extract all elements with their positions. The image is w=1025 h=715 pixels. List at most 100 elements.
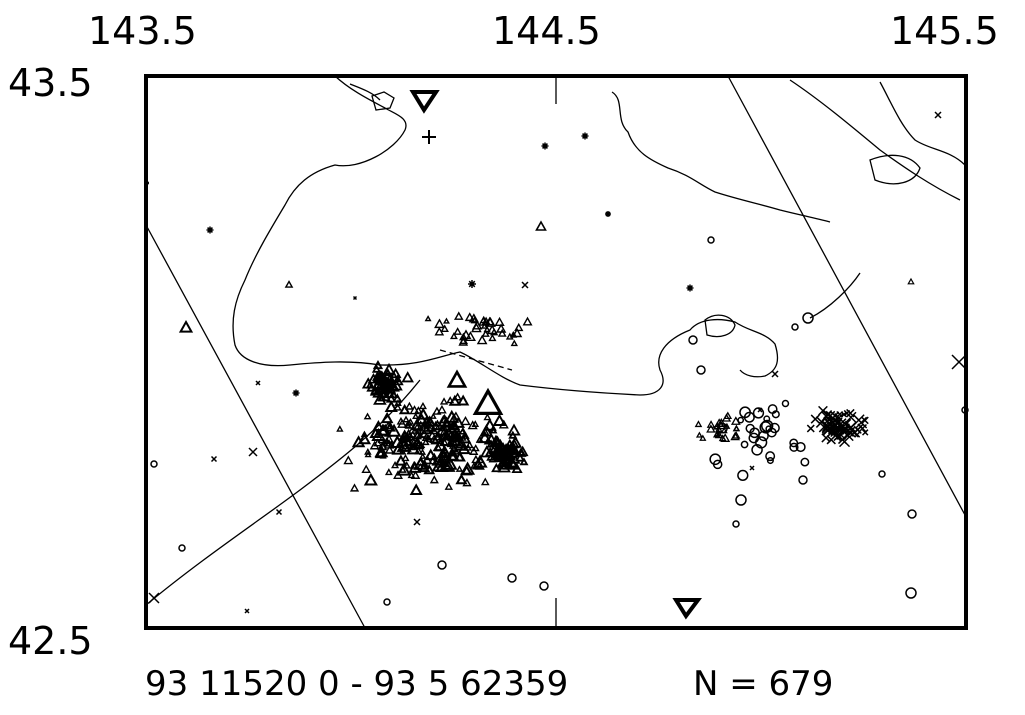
circle-symbol [905, 587, 917, 599]
triangle-symbol [361, 464, 371, 473]
triangle-symbol [440, 324, 449, 333]
triangle-symbol [443, 317, 450, 324]
triangle-symbol [706, 424, 716, 433]
cross-symbol [861, 416, 869, 425]
triangle-symbol [396, 462, 412, 476]
circle-symbol [798, 475, 808, 485]
triangle-symbol [483, 413, 492, 421]
triangle-symbol [474, 460, 485, 470]
triangle-symbol [393, 402, 402, 411]
triangle-symbol [382, 376, 395, 387]
triangle-symbol [492, 413, 507, 426]
cross-symbol [148, 592, 160, 604]
triangle-symbol [372, 379, 384, 390]
triangle-symbol [454, 311, 464, 320]
triangle-symbol [336, 425, 344, 432]
cross-symbol [275, 508, 283, 516]
triangle-symbol [491, 462, 502, 473]
cross-symbol [352, 295, 358, 301]
triangle-symbol [387, 371, 401, 383]
triangle-symbol [479, 445, 494, 458]
triangle-symbol [357, 432, 372, 445]
cross-symbol [829, 422, 838, 432]
triangle-symbol [706, 420, 716, 428]
triangle-symbol [424, 315, 432, 322]
circle-symbol [383, 598, 391, 606]
cross-symbol [842, 429, 854, 442]
triangle-symbol [519, 457, 529, 466]
triangle-symbol [384, 468, 393, 476]
triangle-symbol [384, 445, 395, 454]
triangle-symbol [458, 337, 469, 346]
triangle-symbol [444, 447, 460, 461]
cross-symbol [951, 354, 967, 370]
triangle-symbol [508, 430, 518, 439]
triangle-symbol [470, 322, 482, 333]
triangle-symbol [907, 277, 915, 285]
circle-symbol [802, 312, 814, 324]
triangle-symbol [413, 430, 423, 438]
cross-symbol [210, 455, 218, 463]
triangle-symbol [391, 442, 405, 455]
triangle-symbol [437, 404, 447, 414]
triangle-symbol [730, 416, 741, 425]
cross-symbol [857, 423, 864, 431]
circle-symbol [781, 399, 790, 408]
triangle-symbol [721, 413, 732, 422]
cross-symbol [771, 370, 779, 378]
triangle-symbol [695, 431, 703, 438]
triangle-symbol [384, 400, 398, 413]
cross-symbol [810, 414, 820, 424]
triangle-symbol [373, 392, 387, 405]
circle-symbol [769, 422, 780, 434]
triangle-symbol [385, 393, 397, 403]
triangle-symbol [505, 457, 520, 470]
cross-symbol [845, 411, 857, 423]
triangle-symbol [464, 312, 475, 322]
cross-symbol [836, 410, 844, 418]
triangle-symbol [453, 450, 466, 462]
circle-symbol [791, 323, 799, 331]
triangle-symbol [409, 405, 420, 415]
triangle-symbol [489, 434, 503, 447]
longitude-label-145.5: 145.5 [890, 9, 999, 53]
fault-line-west [145, 224, 366, 629]
triangle-symbol [437, 449, 451, 461]
triangle-symbol [480, 322, 489, 329]
triangle-symbol [438, 431, 450, 441]
triangle-symbol [730, 431, 740, 441]
triangle-symbol [455, 465, 464, 472]
triangle-symbol [389, 434, 405, 449]
triangle-symbol [434, 420, 442, 427]
asterisk-symbol [541, 142, 549, 150]
triangle-symbol [714, 425, 723, 433]
triangle-symbol [409, 483, 423, 495]
triangle-symbol [401, 453, 410, 462]
island-small [371, 91, 395, 111]
circle-symbol [771, 410, 780, 419]
inverted-triangle-symbol [672, 598, 702, 620]
triangle-symbol [515, 452, 526, 462]
triangle-symbol [478, 315, 490, 326]
circle-symbol [732, 520, 740, 528]
triangle-symbol [397, 418, 408, 428]
triangle-symbol [450, 432, 461, 442]
triangle-symbol [497, 328, 507, 337]
cross-symbol [934, 111, 942, 119]
triangle-symbol [716, 420, 726, 430]
circle-symbol [748, 432, 760, 444]
triangle-symbol [449, 332, 458, 340]
triangle-symbol [469, 446, 479, 455]
triangle-symbol [425, 436, 433, 443]
triangle-symbol [494, 438, 507, 450]
triangle-symbol [408, 430, 417, 438]
triangle-symbol [453, 438, 468, 451]
circle-symbol [737, 416, 745, 424]
cross-symbol [757, 407, 763, 413]
triangle-symbol [379, 388, 391, 399]
circle-symbol [758, 430, 769, 442]
triangle-symbol [404, 422, 413, 429]
triangle-symbol [411, 437, 422, 447]
triangle-symbol [511, 462, 523, 473]
triangle-symbol [720, 426, 728, 434]
